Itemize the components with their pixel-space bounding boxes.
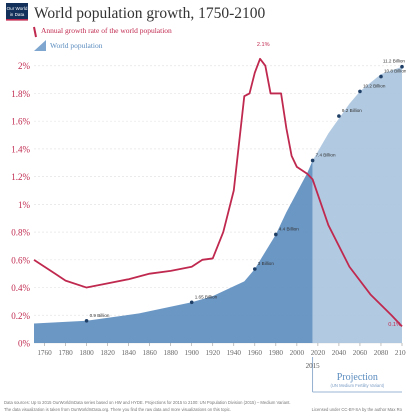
owid-logo: Our World in Data <box>6 3 28 21</box>
y-tick-label: 0.2% <box>11 311 30 321</box>
population-point <box>310 158 315 163</box>
population-point-label: 4.4 Billion <box>279 226 299 231</box>
legend-population-swatch <box>34 40 46 51</box>
population-point <box>379 74 383 79</box>
growth-rate-path <box>33 57 403 327</box>
projection-year-label: 2015 <box>306 362 321 370</box>
population-point-label: 10.8 Billion <box>384 69 406 74</box>
population-area <box>34 66 402 343</box>
x-tick-label: 1960 <box>248 349 263 357</box>
y-tick-label: 2% <box>18 61 31 71</box>
x-tick-label: 2000 <box>290 349 305 357</box>
y-tick-label: 1.8% <box>11 89 30 99</box>
x-tick-label: 1940 <box>227 349 242 357</box>
x-tick-label: 1920 <box>206 349 221 357</box>
x-tick-label: 1860 <box>142 349 157 357</box>
y-axis: 0% 0.2% 0.4% 0.6% 0.8% 1% 1.2% 1.4% 1.6% 1.8% 2% <box>11 61 30 348</box>
x-tick-label: 1980 <box>269 349 284 357</box>
logo-underline <box>6 19 28 21</box>
footer-visualization-line: The data visualization is taken from Our… <box>4 407 231 412</box>
y-tick-label: 1.2% <box>11 172 30 182</box>
x-tick-label: 2100 <box>395 349 406 357</box>
legend-population-label: World population <box>50 41 103 50</box>
population-point <box>84 319 89 323</box>
population-point-label: 11.2 Billion <box>383 59 406 64</box>
y-tick-label: 1.6% <box>11 117 30 127</box>
population-point <box>274 232 278 237</box>
growth-rate-label: 0.1% <box>388 322 401 328</box>
y-tick-label: 0% <box>18 339 31 349</box>
growth-rate-label: 2.1% <box>257 42 270 48</box>
projection-sublabel: (UN Medium Fertility Variant) <box>330 383 384 388</box>
x-tick-label: 1780 <box>58 349 73 357</box>
y-tick-label: 0.4% <box>11 283 30 293</box>
footer-license: Licensed under CC-BY-SA by the author Ma… <box>312 407 403 412</box>
population-area-historical <box>34 160 313 343</box>
x-tick-label: 2060 <box>353 349 368 357</box>
population-area-projection <box>312 66 402 343</box>
y-tick-label: 1.4% <box>11 144 30 154</box>
y-tick-label: 1% <box>18 200 31 210</box>
population-point-label: 7.4 Billion <box>316 152 336 157</box>
x-tick-label: 1840 <box>121 349 136 357</box>
population-point-label: 0.9 Billion <box>90 313 110 318</box>
population-point <box>358 89 362 94</box>
x-tick-label: 2080 <box>374 349 389 357</box>
y-tick-label: 0.6% <box>11 255 30 265</box>
x-tick-label: 1880 <box>163 349 178 357</box>
population-point-label: 10.2 Billion <box>363 83 386 88</box>
population-point-label: 9.2 Billion <box>342 108 362 113</box>
legend-growth-rate-swatch <box>33 26 37 38</box>
x-axis: 1760 1780 1800 1820 1840 1860 1880 1900 1920 1940… <box>37 343 406 357</box>
population-point <box>400 64 404 69</box>
projection-marker: 2015 Projection(UN Medium Fertility Varia… <box>306 357 402 393</box>
x-tick-label: 1760 <box>37 349 52 357</box>
population-point-label: 1.65 Billion <box>195 294 218 299</box>
growth-rate-line <box>33 57 403 327</box>
population-point <box>337 114 341 118</box>
data-labels: 0.9 Billion 1.65 Billion 3 Billion 4.4 Bill… <box>84 42 406 328</box>
chart-title: World population growth, 1750-2100 <box>34 5 265 22</box>
logo-text-line2: in Data <box>10 12 25 17</box>
x-tick-label: 2040 <box>332 349 347 357</box>
footer-source-line: Data sources: Up to 2015 OurWorldInData … <box>4 400 291 405</box>
population-point <box>253 267 257 271</box>
y-tick-label: 0.8% <box>11 228 30 238</box>
x-tick-label: 1820 <box>100 349 115 357</box>
x-tick-label: 2020 <box>311 349 326 357</box>
legend-growth-rate-label: Annual growth rate of the world populati… <box>41 26 172 35</box>
x-tick-label: 1800 <box>79 349 94 357</box>
population-point-label: 3 Billion <box>258 261 275 266</box>
legend: Annual growth rate of the world populati… <box>33 26 172 51</box>
logo-background <box>6 3 28 20</box>
x-tick-label: 1900 <box>185 349 200 357</box>
population-point <box>189 300 194 305</box>
logo-text-line1: Our World <box>7 6 28 11</box>
projection-label: Projection <box>337 372 378 383</box>
